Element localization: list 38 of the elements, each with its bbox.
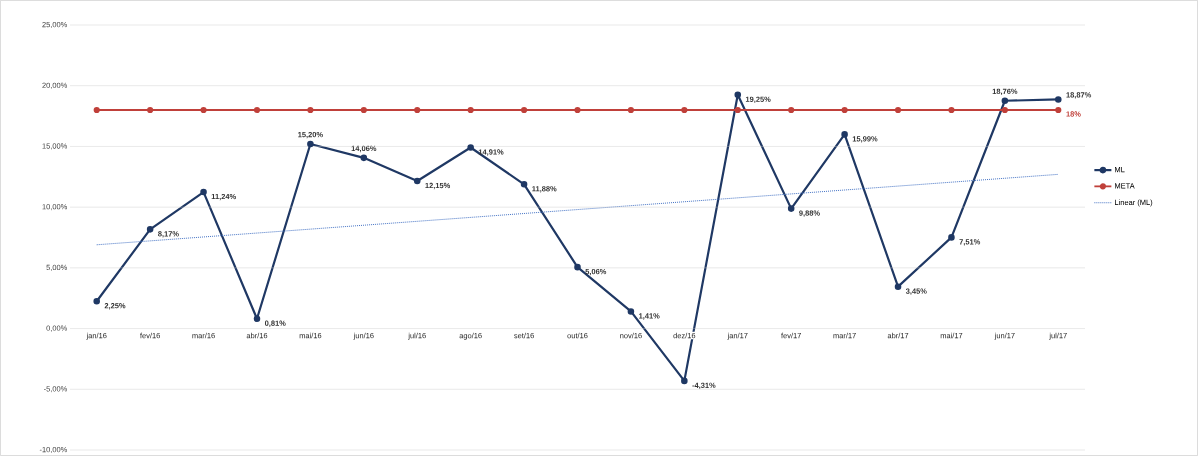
point [574, 106, 581, 114]
point [360, 154, 368, 162]
point [1055, 96, 1062, 103]
point [520, 181, 528, 188]
point [948, 106, 955, 114]
point [360, 106, 367, 114]
point [841, 106, 848, 114]
point [1055, 106, 1062, 114]
point [93, 106, 100, 114]
point [1001, 97, 1009, 105]
point [627, 308, 635, 315]
point [467, 106, 474, 114]
point [734, 106, 741, 114]
point [414, 106, 421, 114]
point [253, 106, 261, 114]
point [681, 377, 688, 385]
point [894, 283, 902, 290]
point [681, 106, 688, 114]
point [467, 144, 474, 151]
point [200, 106, 207, 114]
point [788, 106, 795, 114]
point [787, 205, 795, 212]
point [520, 106, 528, 114]
point [948, 234, 955, 241]
point [734, 91, 742, 99]
point [307, 106, 314, 114]
point [147, 106, 154, 114]
point [146, 226, 154, 233]
point [200, 188, 207, 196]
point [894, 106, 902, 114]
point [413, 177, 421, 185]
point [93, 297, 100, 305]
point [253, 315, 261, 323]
point [307, 140, 314, 148]
point [627, 106, 635, 114]
point [1001, 106, 1008, 114]
point [574, 263, 581, 271]
point [841, 131, 848, 138]
